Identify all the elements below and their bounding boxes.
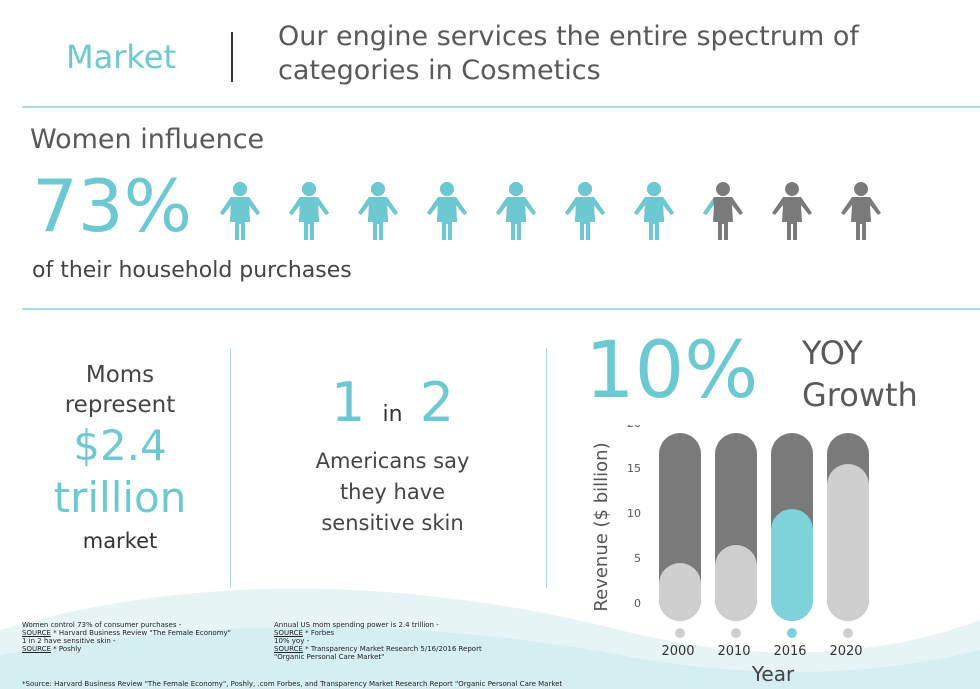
x-tick-label: 2000 <box>661 644 694 659</box>
americans-ratio: 1 in 2 <box>290 372 495 446</box>
src-right-4-text: * Transparency Market Research 5/16/2016… <box>302 645 482 653</box>
woman-icon <box>634 182 674 240</box>
x-tick-label: 2016 <box>773 644 806 659</box>
wave-background <box>0 588 980 689</box>
src-left-2-key: SOURCE <box>22 629 51 637</box>
bar <box>771 509 813 621</box>
bar <box>827 464 869 621</box>
y-tick-label: 20 <box>627 425 641 430</box>
woman-icon <box>841 182 881 240</box>
influence-caption: of their household purchases <box>32 258 352 283</box>
y-axis-label: Revenue ($ billion) <box>591 442 612 611</box>
woman-icon <box>427 182 467 240</box>
growth-label2: Growth <box>802 376 918 414</box>
src-right-2-key: SOURCE <box>274 629 303 637</box>
woman-icon <box>289 182 329 240</box>
src-right-4-key: SOURCE <box>274 645 303 653</box>
section-title: Market <box>66 38 176 76</box>
y-tick-label: 5 <box>634 552 641 565</box>
y-tick-label: 15 <box>627 462 641 475</box>
woman-icon <box>220 182 260 240</box>
influence-percent: 73% <box>32 164 193 248</box>
src-left-4-text: * Poshly <box>50 645 82 653</box>
col-divider-1 <box>230 348 231 588</box>
top-rule <box>22 106 980 108</box>
src-left-4-key: SOURCE <box>22 645 51 653</box>
src-right-1: Annual US mom spending power is 2.4 tril… <box>274 621 439 629</box>
src-right-2: SOURCE * Forbes <box>274 629 482 637</box>
header-divider <box>231 32 233 82</box>
header-tagline: Our engine services the entire spectrum … <box>278 20 859 88</box>
growth-percent: 10% <box>585 326 759 416</box>
src-left-1: Women control 73% of consumer purchases … <box>22 621 182 629</box>
x-axis-label: Year <box>751 662 795 686</box>
woman-icon <box>703 182 743 240</box>
woman-icon <box>565 182 605 240</box>
bar <box>715 545 757 621</box>
ratio-num2: 2 <box>419 371 455 434</box>
y-tick-label: 10 <box>627 507 641 520</box>
moms-line5: market <box>82 529 158 553</box>
moms-amount: $2.4 <box>73 421 167 470</box>
ratio-in: in <box>382 402 403 427</box>
middle-rule <box>22 308 980 310</box>
src-left-4: SOURCE * Poshly <box>22 645 231 653</box>
src-left-3: 1 in 2 have sensitive skin - <box>22 637 116 645</box>
sources-footer: *Source: Harvard Business Review "The Fe… <box>22 680 563 688</box>
americans-line3: sensitive skin <box>321 511 464 535</box>
woman-icon <box>358 182 398 240</box>
bar-dot <box>787 628 797 638</box>
src-right-3: 10% yoy - <box>274 637 310 645</box>
tagline-line1: Our engine services the entire spectrum … <box>278 21 859 52</box>
bar-dot <box>843 628 853 638</box>
y-tick-label: 0 <box>634 597 641 610</box>
moms-line1: Moms <box>85 362 155 388</box>
sources-left: Women control 73% of consumer purchases … <box>22 621 231 653</box>
src-right-5: "Organic Personal Care Market" <box>274 653 385 661</box>
tagline-line2: categories in Cosmetics <box>278 55 601 86</box>
revenue-chart: Revenue ($ billion) 0 5 10 15 20 2000 2010 2016 2… <box>591 425 869 686</box>
woman-icon <box>772 182 812 240</box>
influence-heading: Women influence <box>30 124 265 155</box>
src-right-4: SOURCE * Transparency Market Research 5/… <box>274 645 482 653</box>
bar <box>659 563 701 621</box>
moms-line2: represent <box>64 392 176 418</box>
woman-icon <box>496 182 536 240</box>
moms-block: Moms represent $2.4 trillion market <box>30 360 210 558</box>
col-divider-2 <box>546 348 547 588</box>
ratio-num1: 1 <box>330 371 366 434</box>
growth-label1: YOY <box>802 334 863 372</box>
growth-label: YOY Growth <box>802 332 918 416</box>
moms-unit: trillion <box>53 473 187 522</box>
x-tick-label: 2020 <box>829 644 862 659</box>
sources-right: Annual US mom spending power is 2.4 tril… <box>274 621 482 661</box>
americans-line1: Americans say <box>315 449 470 473</box>
bar-dot <box>675 628 685 638</box>
src-left-2-text: * Harvard Business Review "The Female Ec… <box>50 629 231 637</box>
bar-dot <box>731 628 741 638</box>
x-tick-label: 2010 <box>717 644 750 659</box>
src-right-2-text: * Forbes <box>302 629 335 637</box>
americans-line2: they have <box>339 480 446 504</box>
src-left-2: SOURCE * Harvard Business Review "The Fe… <box>22 629 231 637</box>
americans-block: 1 in 2 Americans say they have sensitive… <box>290 372 495 539</box>
